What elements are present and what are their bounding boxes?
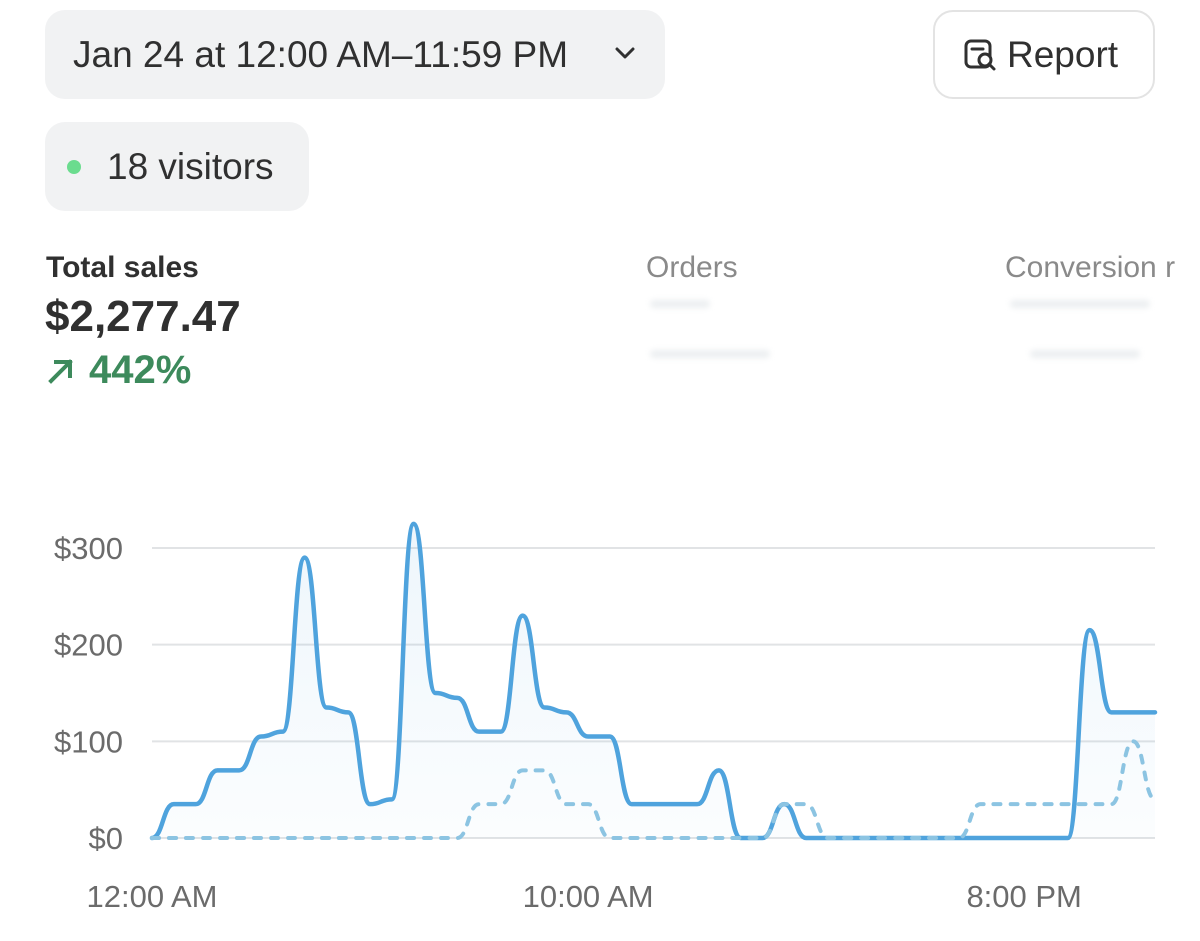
total-sales-change-value: 442% [89,348,192,392]
x-tick-label: 12:00 AM [87,879,218,914]
y-tick-label: $100 [54,724,123,759]
date-range-label: Jan 24 at 12:00 AM–11:59 PM [73,33,569,75]
sales-line-chart[interactable]: $0 $100 $200 $300 12:00 AM 10:00 AM 8:00 PM [0,500,1200,930]
report-search-icon [964,39,996,70]
orders-label[interactable]: Orders [646,251,738,284]
live-indicator-icon [67,159,81,174]
total-sales-change: 442% [45,348,191,393]
sales-area-fill [152,523,1155,838]
y-tick-label: $300 [54,531,123,566]
arrow-up-right-icon [48,358,73,384]
y-tick-label: $0 [89,821,123,856]
comparison-series-line[interactable] [150,739,1157,840]
total-sales-label[interactable]: Total sales [46,251,199,284]
chevron-down-icon [615,47,635,59]
blurred-value [650,300,710,308]
conversion-label[interactable]: Conversion r [1005,251,1176,284]
x-tick-label: 8:00 PM [966,879,1081,914]
date-range-picker[interactable]: Jan 24 at 12:00 AM–11:59 PM [45,10,665,99]
report-label: Report [1007,33,1119,75]
x-tick-label: 10:00 AM [523,879,654,914]
blurred-value [650,350,770,358]
sales-series-line[interactable] [149,521,1158,841]
blurred-value [1030,350,1140,358]
report-button[interactable]: Report [933,10,1155,99]
visitors-label: 18 visitors [107,145,274,187]
live-visitors-badge[interactable]: 18 visitors [45,122,309,211]
blurred-value [1010,300,1150,308]
total-sales-value: $2,277.47 [45,292,241,341]
y-tick-label: $200 [54,628,123,663]
